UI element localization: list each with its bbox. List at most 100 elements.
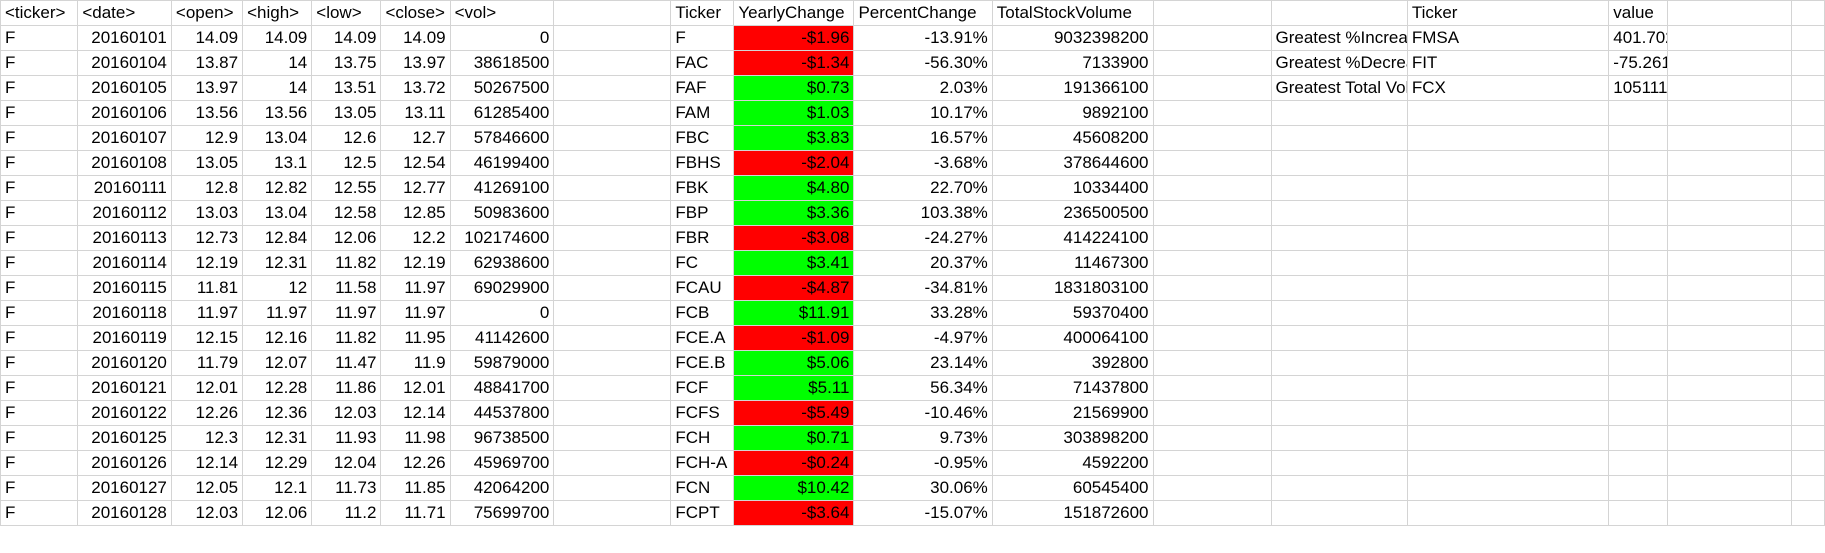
- empty-cell[interactable]: [1667, 325, 1793, 351]
- empty-cell[interactable]: [1152, 125, 1272, 151]
- empty-cell[interactable]: [1791, 225, 1825, 251]
- raw-cell[interactable]: 13.1: [242, 150, 313, 176]
- raw-cell[interactable]: 11.47: [311, 350, 382, 376]
- summary-cell[interactable]: FCFS: [670, 400, 735, 426]
- raw-cell[interactable]: 12.14: [170, 450, 244, 476]
- empty-cell[interactable]: [1270, 275, 1408, 301]
- empty-cell[interactable]: [1270, 300, 1408, 326]
- raw-cell[interactable]: F: [0, 400, 79, 426]
- raw-cell[interactable]: 11.85: [380, 475, 451, 501]
- summary-cell[interactable]: FBR: [670, 225, 735, 251]
- summary-cell[interactable]: F: [670, 25, 735, 51]
- empty-cell[interactable]: [1406, 475, 1610, 501]
- raw-cell[interactable]: 69029900: [449, 275, 555, 301]
- summary-cell[interactable]: FCB: [670, 300, 735, 326]
- empty-cell[interactable]: [1608, 225, 1669, 251]
- empty-cell[interactable]: [1152, 275, 1272, 301]
- empty-cell[interactable]: [553, 175, 672, 201]
- summary-cell[interactable]: 21569900: [991, 400, 1154, 426]
- empty-cell[interactable]: [1667, 25, 1793, 51]
- empty-cell[interactable]: [1791, 300, 1825, 326]
- summary-cell[interactable]: FCH: [670, 425, 735, 451]
- greatest-label-cell[interactable]: Greatest %Increase: [1270, 25, 1408, 51]
- empty-cell[interactable]: [553, 125, 672, 151]
- raw-cell[interactable]: 11.97: [380, 300, 451, 326]
- empty-cell[interactable]: [553, 150, 672, 176]
- raw-cell[interactable]: 13.03: [170, 200, 244, 226]
- raw-cell[interactable]: 20160105: [77, 75, 172, 101]
- summary-cell[interactable]: -56.30%: [853, 50, 993, 76]
- raw-cell[interactable]: 20160127: [77, 475, 172, 501]
- empty-cell[interactable]: [1608, 300, 1669, 326]
- summary-cell[interactable]: -3.68%: [853, 150, 993, 176]
- raw-cell[interactable]: 20160108: [77, 150, 172, 176]
- raw-cell[interactable]: 13.04: [242, 200, 313, 226]
- empty-cell[interactable]: [1152, 400, 1272, 426]
- empty-cell[interactable]: [1791, 325, 1825, 351]
- summary-cell[interactable]: FCAU: [670, 275, 735, 301]
- empty-cell[interactable]: [553, 475, 672, 501]
- summary-cell[interactable]: 9032398200: [991, 25, 1154, 51]
- raw-cell[interactable]: 14.09: [242, 25, 313, 51]
- raw-cell[interactable]: 13.04: [242, 125, 313, 151]
- summary-cell[interactable]: -4.97%: [853, 325, 993, 351]
- raw-cell[interactable]: F: [0, 125, 79, 151]
- greatest-header-cell[interactable]: Ticker: [1406, 0, 1610, 26]
- summary-cell[interactable]: FAC: [670, 50, 735, 76]
- raw-cell[interactable]: 0: [449, 300, 555, 326]
- empty-cell[interactable]: [1608, 325, 1669, 351]
- empty-cell[interactable]: [1270, 425, 1408, 451]
- summary-cell[interactable]: FCE.B: [670, 350, 735, 376]
- summary-cell[interactable]: 414224100: [991, 225, 1154, 251]
- empty-cell[interactable]: [1791, 25, 1825, 51]
- raw-cell[interactable]: 20160119: [77, 325, 172, 351]
- raw-cell[interactable]: 14.09: [311, 25, 382, 51]
- empty-cell[interactable]: [1667, 0, 1793, 26]
- raw-cell[interactable]: 12.73: [170, 225, 244, 251]
- yearly-change-cell[interactable]: $5.06: [733, 350, 855, 376]
- raw-cell[interactable]: 11.98: [380, 425, 451, 451]
- summary-cell[interactable]: -13.91%: [853, 25, 993, 51]
- raw-cell[interactable]: 11.93: [311, 425, 382, 451]
- raw-cell[interactable]: F: [0, 450, 79, 476]
- empty-cell[interactable]: [1270, 475, 1408, 501]
- raw-cell[interactable]: F: [0, 75, 79, 101]
- empty-cell[interactable]: [1608, 350, 1669, 376]
- raw-cell[interactable]: 12.01: [170, 375, 244, 401]
- yearly-change-cell[interactable]: -$0.24: [733, 450, 855, 476]
- summary-cell[interactable]: -15.07%: [853, 500, 993, 526]
- summary-cell[interactable]: FCH-A: [670, 450, 735, 476]
- raw-header-cell[interactable]: <close>: [380, 0, 451, 26]
- raw-cell[interactable]: 12.05: [170, 475, 244, 501]
- empty-cell[interactable]: [1791, 275, 1825, 301]
- empty-cell[interactable]: [1406, 225, 1610, 251]
- raw-header-cell[interactable]: <date>: [77, 0, 172, 26]
- raw-cell[interactable]: 12.54: [380, 150, 451, 176]
- raw-cell[interactable]: 41142600: [449, 325, 555, 351]
- empty-cell[interactable]: [1791, 150, 1825, 176]
- summary-cell[interactable]: 191366100: [991, 75, 1154, 101]
- summary-cell[interactable]: 30.06%: [853, 475, 993, 501]
- greatest-label-cell[interactable]: Greatest Total Volume: [1270, 75, 1408, 101]
- empty-cell[interactable]: [1608, 400, 1669, 426]
- raw-header-cell[interactable]: <low>: [311, 0, 382, 26]
- raw-cell[interactable]: 12.29: [242, 450, 313, 476]
- summary-cell[interactable]: 392800: [991, 350, 1154, 376]
- summary-cell[interactable]: 103.38%: [853, 200, 993, 226]
- raw-cell[interactable]: 12.2: [380, 225, 451, 251]
- empty-cell[interactable]: [1608, 500, 1669, 526]
- summary-cell[interactable]: 400064100: [991, 325, 1154, 351]
- raw-cell[interactable]: 20160114: [77, 250, 172, 276]
- raw-cell[interactable]: 13.75: [311, 50, 382, 76]
- summary-cell[interactable]: FC: [670, 250, 735, 276]
- empty-cell[interactable]: [553, 25, 672, 51]
- empty-cell[interactable]: [1406, 200, 1610, 226]
- raw-cell[interactable]: 20160104: [77, 50, 172, 76]
- empty-cell[interactable]: [1152, 150, 1272, 176]
- raw-cell[interactable]: 13.11: [380, 100, 451, 126]
- empty-cell[interactable]: [553, 200, 672, 226]
- raw-cell[interactable]: 12.77: [380, 175, 451, 201]
- summary-cell[interactable]: 11467300: [991, 250, 1154, 276]
- empty-cell[interactable]: [1791, 250, 1825, 276]
- raw-cell[interactable]: 96738500: [449, 425, 555, 451]
